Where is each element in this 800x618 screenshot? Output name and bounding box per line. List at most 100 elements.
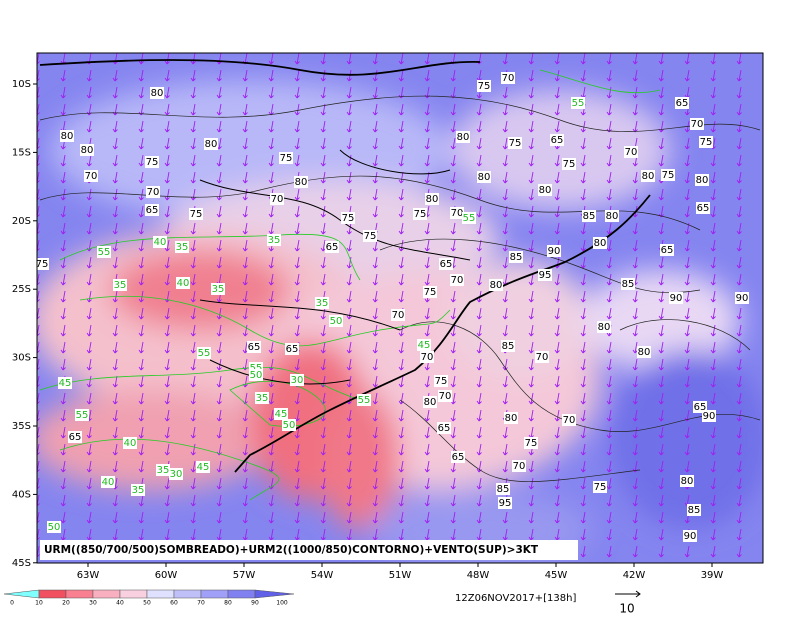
- contour-label: 80: [606, 211, 619, 222]
- contour-label: 45: [275, 409, 288, 420]
- contour-label: 65: [326, 242, 339, 253]
- contour-label: 75: [364, 231, 377, 242]
- contour-label-box: [562, 414, 576, 426]
- latitude-label: 15S: [12, 147, 31, 158]
- contour-label-box: [434, 375, 448, 387]
- contour-label-box: [175, 241, 189, 253]
- contour-label-box: [661, 169, 675, 181]
- contour-label-box: [417, 339, 431, 351]
- contour-label: 70: [691, 119, 704, 130]
- contour-label-box: [562, 158, 576, 170]
- contour-label-box: [101, 476, 115, 488]
- contour-label: 75: [509, 138, 522, 149]
- contour-label: 55: [76, 410, 89, 421]
- contour-label: 80: [426, 194, 439, 205]
- contour-label-box: [84, 170, 98, 182]
- contour-label: 85: [622, 279, 635, 290]
- latitude-label: 35S: [12, 421, 31, 432]
- caption: URM((850/700/500)SOMBREADO)+URM2((1000/8…: [44, 544, 539, 556]
- contour-label-box: [196, 461, 210, 473]
- contour-label-box: [437, 422, 451, 434]
- contour-label-box: [325, 241, 339, 253]
- contour-label: 65: [452, 452, 465, 463]
- contour-label-box: [247, 341, 261, 353]
- contour-label-box: [524, 437, 538, 449]
- contour-label-box: [249, 369, 263, 381]
- contour-label: 65: [438, 423, 451, 434]
- contour-label-box: [702, 410, 716, 422]
- contour-label-box: [477, 80, 491, 92]
- contour-label-box: [68, 431, 82, 443]
- contour-label-box: [146, 186, 160, 198]
- contour-label-box: [37, 258, 49, 270]
- latitude-label: 20S: [12, 216, 31, 227]
- contour-label-box: [687, 504, 701, 516]
- contour-label-box: [456, 131, 470, 143]
- contour-label: 90: [548, 246, 561, 257]
- contour-label: 75: [478, 81, 491, 92]
- colorbar-label: 20: [62, 600, 70, 607]
- contour-label-box: [285, 343, 299, 355]
- contour-label: 50: [48, 522, 61, 533]
- contour-label-box: [282, 419, 296, 431]
- contour-label: 30: [170, 469, 183, 480]
- longitude-label: 54W: [311, 570, 334, 581]
- contour-label: 70: [439, 391, 452, 402]
- colorbar-cell: [65, 589, 94, 599]
- timestamp: 12Z06NOV2017+[138h]: [455, 593, 576, 604]
- contour-label-box: [341, 212, 355, 224]
- contour-label-box: [211, 283, 225, 295]
- colorbar-cell: [38, 589, 67, 599]
- contour-label: 80: [594, 238, 607, 249]
- colorbar-label: 100: [276, 600, 288, 607]
- contour-label: 70: [421, 352, 434, 363]
- contour-label-box: [420, 351, 434, 363]
- contour-label-box: [680, 475, 694, 487]
- colorbar-cell: [3, 589, 40, 599]
- contour-label-box: [357, 394, 371, 406]
- contour-label: 35: [268, 235, 281, 246]
- contour-label-box: [391, 309, 405, 321]
- contour-label: 35: [157, 465, 170, 476]
- colorbar-label: 90: [251, 600, 259, 607]
- contour-label: 50: [283, 420, 296, 431]
- contour-label-box: [593, 237, 607, 249]
- contour-label: 90: [670, 293, 683, 304]
- contour-label: 80: [642, 171, 655, 182]
- contour-label: 65: [286, 344, 299, 355]
- longitude-label: 60W: [155, 570, 178, 581]
- colorbar-label: 0: [10, 600, 14, 607]
- contour-label: 80: [696, 175, 709, 186]
- contour-label: 35: [132, 485, 145, 496]
- contour-label: 80: [478, 172, 491, 183]
- contour-label: 50: [330, 316, 343, 327]
- contour-label: 70: [513, 461, 526, 472]
- contour-label: 85: [510, 252, 523, 263]
- contour-label: 80: [61, 131, 74, 142]
- contour-label-box: [621, 278, 635, 290]
- contour-label-box: [169, 468, 183, 480]
- contour-label-box: [683, 530, 697, 542]
- contour-label: 40: [177, 278, 190, 289]
- contour-label: 65: [146, 205, 159, 216]
- colorbar-cell: [92, 589, 121, 599]
- colorbar-label: 70: [197, 600, 205, 607]
- contour-label: 80: [81, 145, 94, 156]
- caption-box: [40, 540, 578, 560]
- contour-label-box: [699, 136, 713, 148]
- contour-label-box: [279, 152, 293, 164]
- contour-label-box: [450, 207, 464, 219]
- contour-label-box: [660, 244, 674, 256]
- latitude-label: 40S: [12, 489, 31, 500]
- contour-label-box: [735, 292, 749, 304]
- contour-label: 35: [176, 242, 189, 253]
- contour-label: 80: [424, 397, 437, 408]
- contour-label-box: [145, 156, 159, 168]
- contour-label: 80: [295, 177, 308, 188]
- contour-label: 80: [539, 185, 552, 196]
- contour-label: 80: [457, 132, 470, 143]
- contour-label-box: [153, 236, 167, 248]
- contour-label-box: [496, 483, 510, 495]
- contour-label-box: [97, 246, 111, 258]
